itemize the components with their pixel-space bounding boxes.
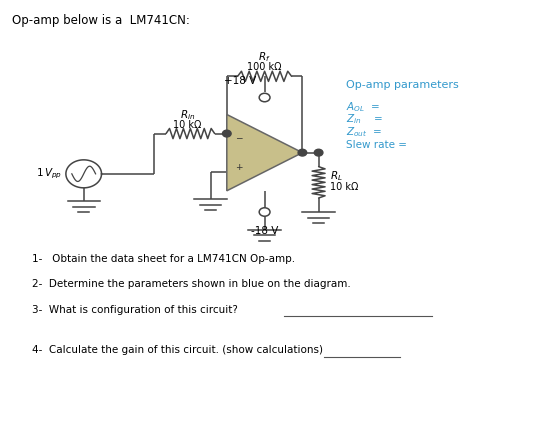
Text: $Z_{out}$  =: $Z_{out}$ = bbox=[346, 126, 381, 139]
Text: Op-amp below is a  LM741CN:: Op-amp below is a LM741CN: bbox=[12, 14, 190, 27]
Polygon shape bbox=[227, 114, 302, 191]
Text: 10 kΩ: 10 kΩ bbox=[330, 181, 359, 192]
Text: $R_f$: $R_f$ bbox=[258, 50, 271, 64]
Text: 1-   Obtain the data sheet for a LM741CN Op-amp.: 1- Obtain the data sheet for a LM741CN O… bbox=[32, 254, 295, 264]
Text: Op-amp parameters: Op-amp parameters bbox=[346, 80, 458, 90]
Text: +: + bbox=[235, 163, 242, 173]
Text: $R_{in}$: $R_{in}$ bbox=[180, 108, 195, 122]
Text: $A_{OL}$  =: $A_{OL}$ = bbox=[346, 100, 380, 114]
Text: $Z_{in}$    =: $Z_{in}$ = bbox=[346, 113, 383, 126]
Text: Slew rate =: Slew rate = bbox=[346, 140, 407, 150]
Text: −: − bbox=[235, 133, 242, 142]
Text: 2-  Determine the parameters shown in blue on the diagram.: 2- Determine the parameters shown in blu… bbox=[32, 279, 351, 289]
Text: 100 kΩ: 100 kΩ bbox=[247, 62, 282, 72]
Text: 3-  What is configuration of this circuit?: 3- What is configuration of this circuit… bbox=[32, 304, 238, 315]
Text: 4-  Calculate the gain of this circuit. (show calculations): 4- Calculate the gain of this circuit. (… bbox=[32, 345, 323, 355]
Circle shape bbox=[298, 149, 307, 156]
Text: -18 V: -18 V bbox=[251, 226, 278, 236]
Text: +18 V: +18 V bbox=[224, 75, 256, 86]
Text: $1\,V_{pp}$: $1\,V_{pp}$ bbox=[36, 167, 62, 181]
Circle shape bbox=[222, 130, 231, 137]
Circle shape bbox=[314, 149, 323, 156]
Text: $R_L$: $R_L$ bbox=[330, 169, 343, 183]
Text: 10 kΩ: 10 kΩ bbox=[173, 120, 202, 130]
